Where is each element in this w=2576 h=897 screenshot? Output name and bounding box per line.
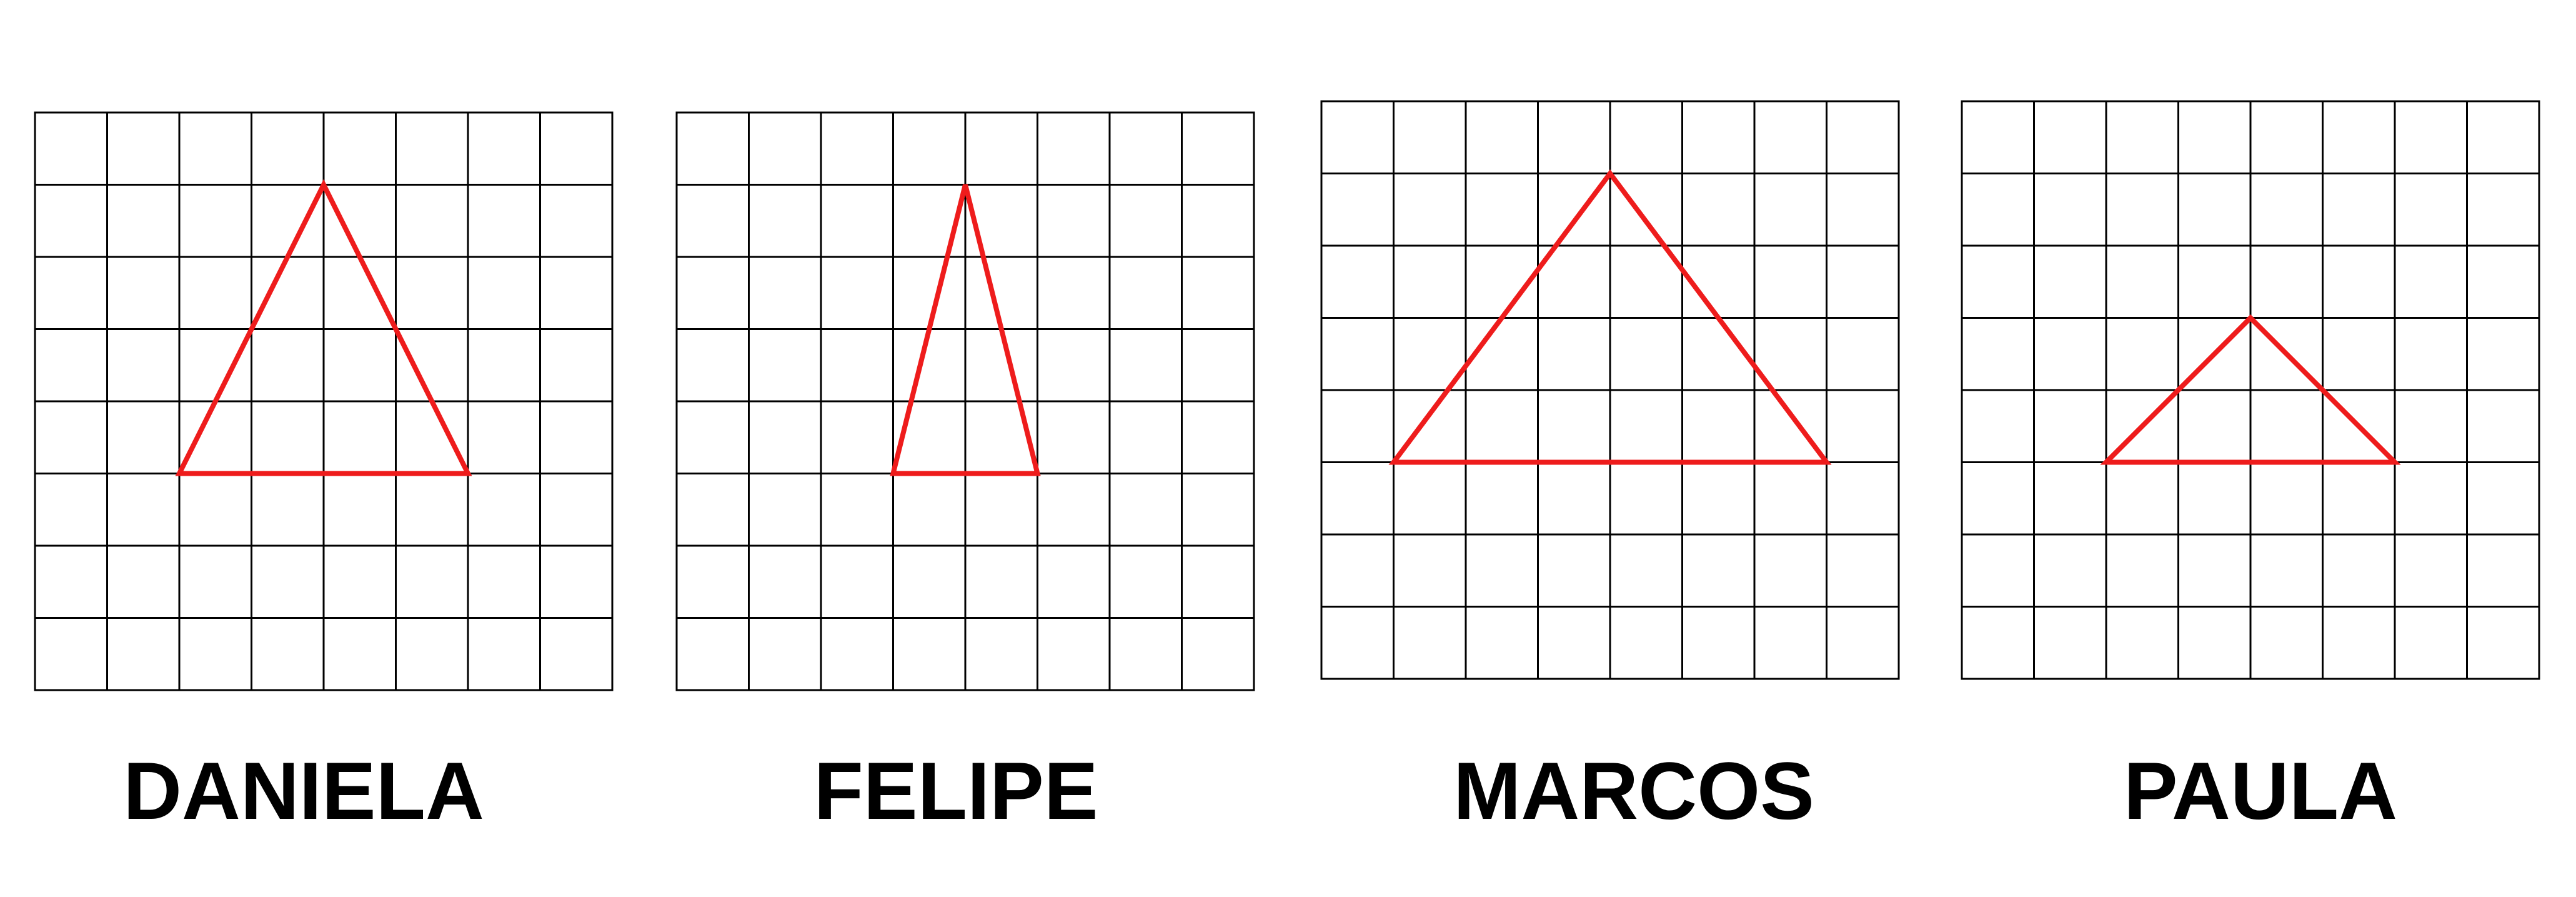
triangle-felipe (890, 184, 1041, 476)
triangle-daniela (175, 179, 472, 476)
panel-daniela (34, 111, 614, 691)
panel-felipe (675, 111, 1255, 691)
panel-paula (1961, 100, 2540, 680)
triangle-paula (2100, 314, 2401, 465)
grid-paula (1961, 100, 2540, 680)
grid-felipe (675, 111, 1255, 691)
label-marcos: MARCOS (1453, 745, 1814, 836)
grid-marcos (1320, 100, 1900, 680)
label-daniela: DANIELA (123, 745, 484, 836)
label-paula: PAULA (2124, 745, 2397, 836)
label-felipe: FELIPE (813, 745, 1098, 836)
panel-marcos (1320, 100, 1900, 680)
grid-daniela (34, 111, 614, 691)
triangle-marcos (1388, 169, 1832, 465)
